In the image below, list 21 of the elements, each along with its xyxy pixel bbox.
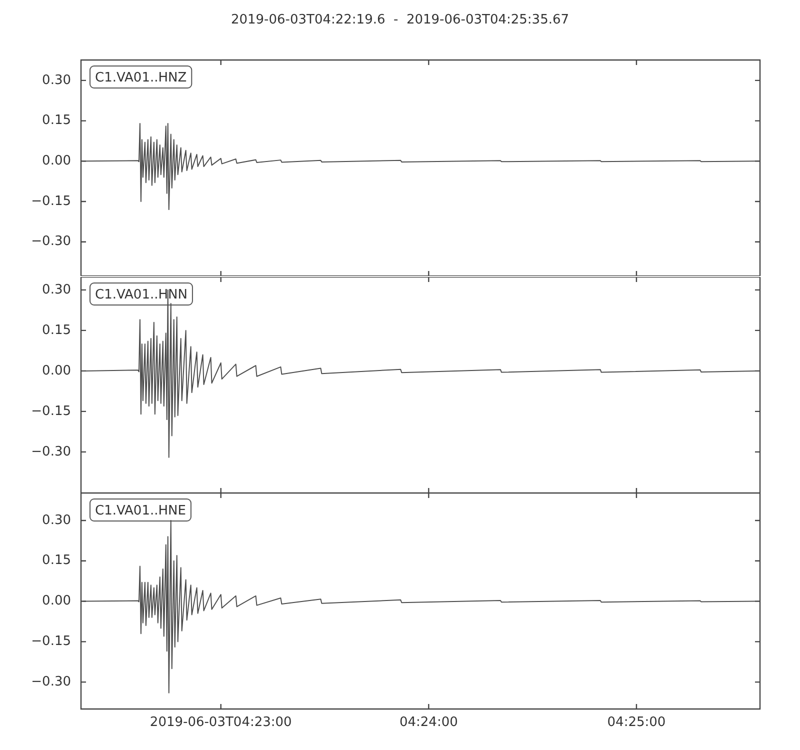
y-tick-label: 0.30	[42, 72, 71, 88]
y-tick-label: 0.15	[42, 553, 71, 568]
y-tick-label: 0.30	[42, 282, 71, 298]
annotation: C1.VA01..HNE	[95, 503, 186, 518]
x-tick-label: 04:25:00	[607, 714, 666, 730]
x-tick-label: 2019-06-03T04:23:00	[150, 714, 292, 730]
y-tick-label: 0.00	[42, 363, 71, 378]
y-tick-label: 0.30	[42, 512, 71, 528]
y-tick-label: −0.30	[31, 444, 71, 460]
y-tick-label: −0.15	[31, 194, 71, 209]
chart-title: 2019-06-03T04:22:19.6 - 2019-06-03T04:25:35.67	[230, 12, 570, 28]
y-tick-label: 0.15	[42, 113, 71, 128]
y-tick-label: −0.15	[31, 404, 71, 419]
y-tick-label: 0.00	[42, 154, 71, 169]
y-tick-label: −0.30	[31, 674, 71, 690]
y-tick-label: 0.15	[42, 322, 71, 338]
annotation: C1.VA01..HNZ	[95, 70, 187, 86]
y-tick-label: −0.30	[31, 234, 71, 250]
y-tick-label: 0.00	[42, 594, 71, 609]
x-tick-label: 04:24:00	[399, 714, 458, 730]
y-tick-label: −0.15	[31, 634, 71, 650]
